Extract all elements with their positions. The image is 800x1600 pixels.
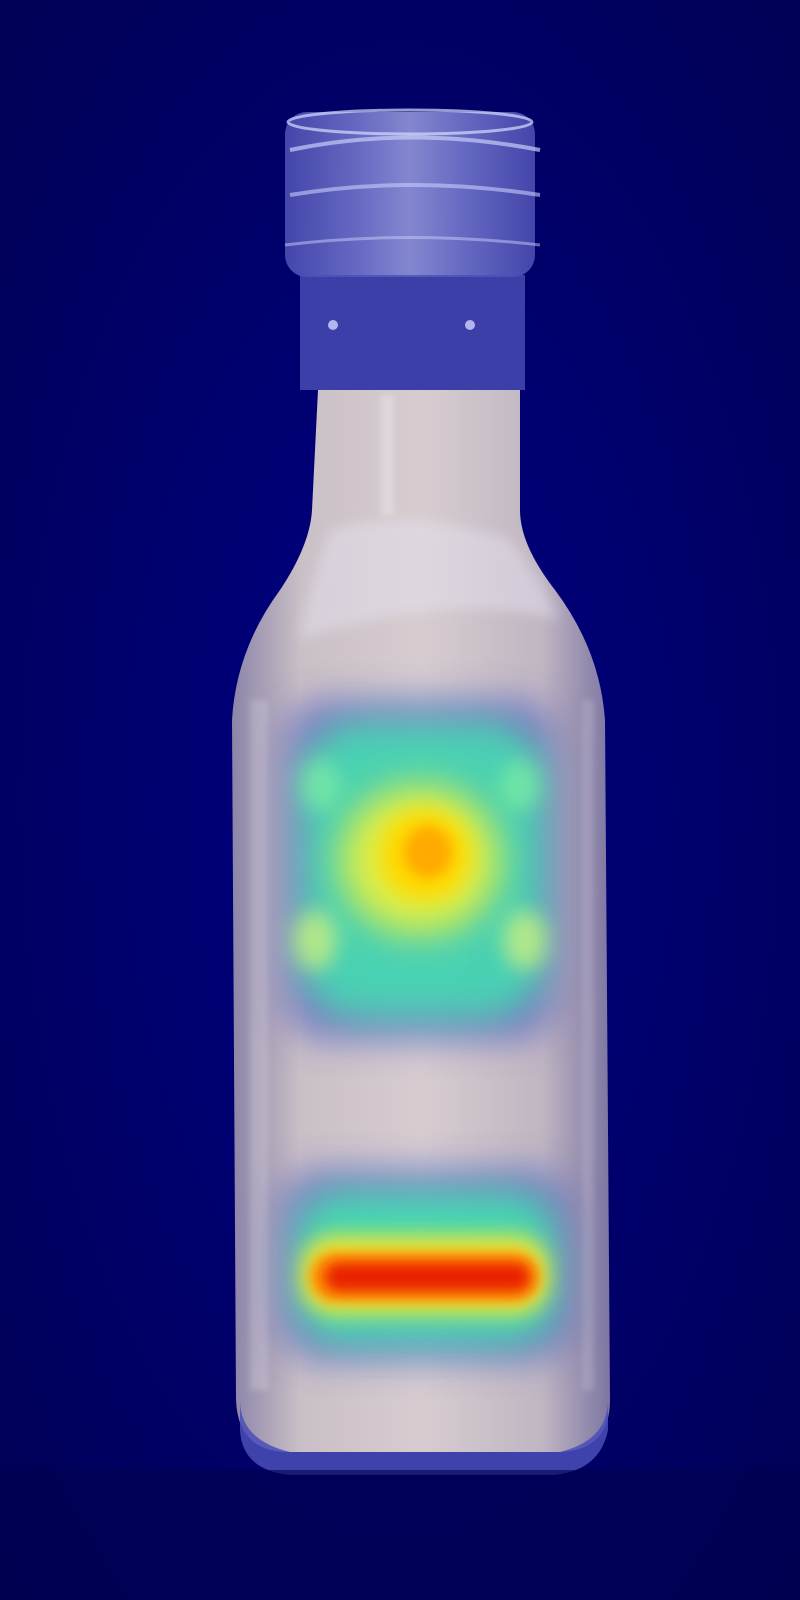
heatmap-lower-region	[280, 1170, 570, 1360]
bottle-thread	[285, 112, 535, 277]
bottle-neck	[300, 275, 525, 390]
heatmap-upper-region	[285, 700, 555, 1040]
